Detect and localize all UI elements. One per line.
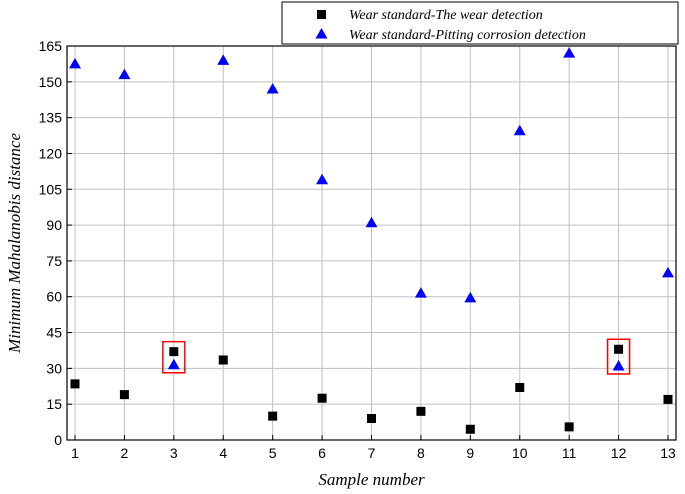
y-axis-ticks: 0 15 30 45 60 75 90 105 120 135 150 165 [39,38,72,448]
point-wear [663,394,673,404]
y-axis-title: Minimum Mahalanobis distance [5,133,24,354]
x-axis-ticks: 1 2 3 4 5 6 7 8 9 10 11 12 13 [71,435,676,461]
x-tick-label: 1 [71,445,79,461]
point-wear [70,379,80,389]
highlight-boxes [162,338,631,375]
x-axis-title: Sample number [318,470,425,489]
y-tick-label: 120 [39,145,63,161]
y-tick-label: 60 [46,289,62,305]
point-pitting [662,266,674,278]
point-pitting [464,291,477,303]
y-tick-label: 105 [39,181,63,197]
highlight-box [162,340,186,374]
legend-entry-wear: Wear standard-The wear detection [349,8,543,23]
y-tick-label: 135 [39,110,63,126]
x-tick-label: 11 [562,445,577,461]
point-wear [169,347,179,357]
point-wear [465,424,475,434]
x-tick-label: 10 [512,445,528,461]
y-tick-label: 75 [46,253,62,269]
grid-lines [67,46,676,440]
y-tick-label: 150 [39,74,63,90]
legend-entry-pitting: Wear standard-Pitting corrosion detectio… [349,28,586,43]
y-tick-label: 15 [46,396,62,412]
point-pitting [118,68,131,80]
x-tick-label: 12 [611,445,627,461]
x-tick-label: 7 [368,445,376,461]
legend-marker-triangle [315,28,328,39]
point-wear [317,393,327,403]
point-wear [564,422,574,432]
point-wear [614,344,624,354]
x-tick-label: 5 [269,445,277,461]
y-tick-label: 90 [46,217,62,233]
y-tick-label: 30 [46,360,62,376]
legend-marker-square [317,10,326,19]
point-pitting [513,124,526,136]
point-wear [416,406,426,416]
point-wear [367,414,376,424]
y-tick-label: 0 [54,432,62,448]
point-pitting [316,173,329,185]
point-pitting [167,358,180,370]
legend-box [281,1,679,45]
point-pitting [266,82,279,94]
legend: Wear standard-The wear detection Wear st… [281,1,679,45]
point-wear [515,382,525,392]
x-tick-label: 3 [170,445,178,461]
y-tick-label: 45 [46,325,62,341]
point-pitting [365,216,378,228]
x-tick-label: 8 [417,445,425,461]
x-tick-label: 4 [219,445,227,461]
x-tick-label: 2 [121,445,129,461]
data-points [69,47,674,434]
point-pitting [217,54,230,65]
point-pitting [414,287,427,298]
y-tick-label: 165 [39,38,63,54]
point-pitting [612,359,625,371]
point-wear [119,390,129,400]
x-tick-label: 6 [318,445,326,461]
highlight-box [606,338,631,375]
x-tick-label: 13 [660,445,676,461]
point-wear [218,355,228,365]
x-tick-label: 9 [466,445,474,461]
point-pitting [563,47,576,58]
point-pitting [69,57,81,69]
point-wear [268,411,278,421]
